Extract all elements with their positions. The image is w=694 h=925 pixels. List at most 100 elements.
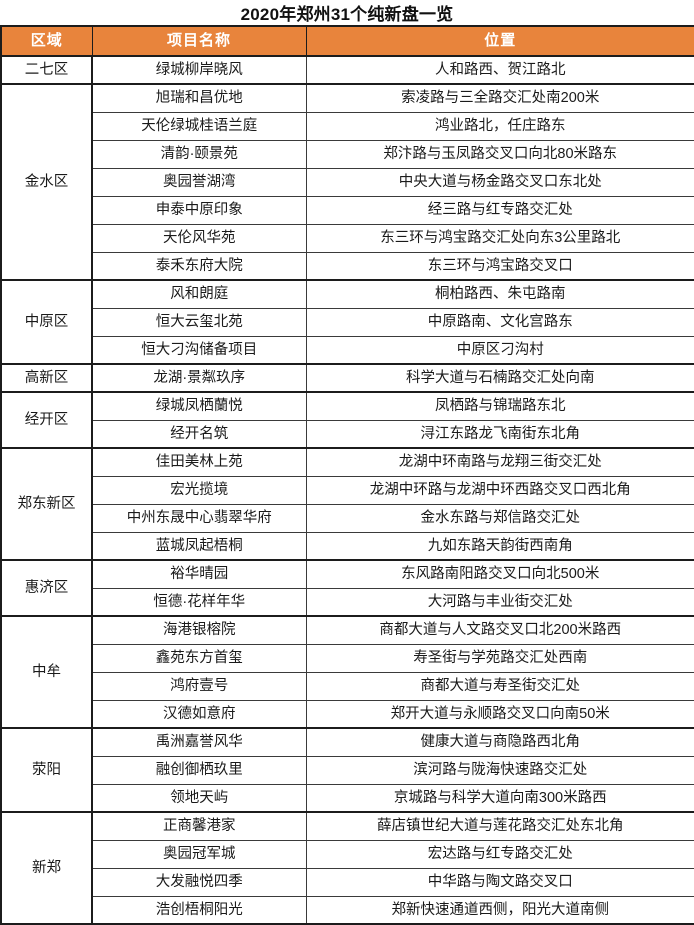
location-text: 金水东路与郑信路交汇处: [420, 510, 581, 526]
location-text: 东三环与鸿宝路交汇处向东3公里路北: [380, 230, 621, 246]
new-projects-table: 区域 项目名称 位置 二七区 绿城柳岸晓风 人和路西、贺江路北 金水区 旭瑞和昌优地 索凌…: [0, 25, 694, 925]
table-row: 浩创梧桐阳光 郑新快速通道西侧，阳光大道南侧: [1, 895, 694, 924]
project-cell: 经开名筑: [91, 419, 307, 449]
project-name: 海港银榕院: [163, 622, 236, 639]
location-cell: 健康大道与商隐路西北角: [305, 727, 694, 757]
project-cell: 旭瑞和昌优地: [91, 83, 307, 113]
location-cell: 京城路与科学大道向南300米路西: [305, 783, 694, 813]
project-name: 汉德如意府: [163, 705, 236, 722]
table-row: 大发融悦四季 中华路与陶文路交叉口: [1, 867, 694, 897]
table-row: 经开区 绿城凤栖蘭悦 凤栖路与锦瑞路东北: [0, 391, 694, 449]
location-text: 鸿业路北，任庄路东: [435, 118, 566, 134]
table-header-row: 区域 项目名称 位置: [0, 26, 694, 57]
location-cell: 浔江东路龙飞南街东北角: [305, 419, 694, 449]
project-name: 泰禾东府大院: [155, 257, 243, 274]
location-cell: 鸿业路北，任庄路东: [305, 111, 694, 141]
location-text: 郑开大道与永顺路交叉口向南50米: [390, 705, 610, 722]
project-name: 天伦风华苑: [163, 230, 236, 246]
project-name: 佳田美林上苑: [155, 454, 243, 471]
location-text: 滨河路与陇海快速路交汇处: [413, 762, 588, 778]
region-label: 中原区: [24, 314, 69, 330]
project-name: 旭瑞和昌优地: [155, 90, 243, 107]
project-cell: 融创御栖玖里: [91, 755, 307, 785]
table-row: 融创御栖玖里 滨河路与陇海快速路交汇处: [1, 755, 694, 785]
project-cell: 鸿府壹号: [91, 671, 307, 701]
location-cell: 人和路西、贺江路北: [305, 56, 694, 85]
table-row: 天伦风华苑 东三环与鸿宝路交汇处向东3公里路北: [1, 223, 694, 253]
project-cell: 禹洲嘉誉风华: [91, 727, 307, 757]
table-row: 申泰中原印象 经三路与红专路交汇处: [1, 195, 694, 225]
project-cell: 佳田美林上苑: [91, 447, 307, 477]
region-cell: 中原区: [0, 279, 93, 365]
region-label: 高新区: [24, 370, 69, 386]
project-cell: 宏光揽境: [91, 475, 307, 505]
location-cell: 索凌路与三全路交汇处南200米: [305, 83, 694, 113]
project-name: 蓝城凤起梧桐: [155, 537, 243, 554]
region-cell: 郑东新区: [0, 447, 93, 561]
project-name: 绿城凤栖蘭悦: [155, 398, 243, 415]
location-cell: 凤栖路与锦瑞路东北: [305, 391, 694, 421]
region-label: 郑东新区: [17, 496, 76, 512]
table-row: 恒大刁沟储备项目 中原区刁沟村: [1, 335, 694, 365]
region-cell: 高新区: [0, 363, 93, 393]
table-body: 二七区 绿城柳岸晓风 人和路西、贺江路北 金水区 旭瑞和昌优地 索凌路与三全路交汇处南20…: [0, 56, 694, 925]
location-cell: 郑开大道与永顺路交叉口向南50米: [305, 699, 694, 729]
location-text: 薛店镇世纪大道与莲花路交汇处东北角: [377, 818, 624, 835]
project-cell: 风和朗庭: [91, 279, 307, 309]
table-row: 宏光揽境 龙湖中环路与龙湖中环西路交叉口西北角: [1, 475, 694, 505]
location-cell: 龙湖中环南路与龙翔三街交汇处: [305, 447, 694, 477]
table-container: 区域 项目名称 位置 二七区 绿城柳岸晓风 人和路西、贺江路北 金水区 旭瑞和昌优地 索凌…: [0, 25, 694, 925]
project-cell: 正商馨港家: [91, 811, 307, 841]
location-text: 九如东路天韵街西南角: [427, 537, 573, 554]
project-name: 恒大刁沟储备项目: [141, 341, 258, 358]
location-cell: 九如东路天韵街西南角: [305, 531, 694, 561]
table-row: 蓝城凤起梧桐 九如东路天韵街西南角: [1, 531, 694, 561]
project-cell: 恒大刁沟储备项目: [91, 335, 307, 365]
location-text: 郑新快速通道西侧，阳光大道南侧: [391, 901, 610, 918]
table-row: 领地天屿 京城路与科学大道向南300米路西: [1, 783, 694, 813]
table-header: 区域 项目名称 位置: [0, 26, 694, 57]
project-name: 领地天屿: [170, 789, 229, 806]
location-text: 健康大道与商隐路西北角: [420, 734, 581, 751]
project-cell: 天伦风华苑: [91, 223, 307, 253]
location-cell: 郑汴路与玉凤路交叉口向北80米路东: [305, 139, 694, 169]
project-name: 风和朗庭: [170, 286, 229, 303]
table-row: 鸿府壹号 商都大道与寿圣街交汇处: [1, 671, 694, 701]
table-row: 金水区 旭瑞和昌优地 索凌路与三全路交汇处南200米: [0, 83, 694, 281]
location-cell: 中原区刁沟村: [305, 335, 694, 365]
location-cell: 商都大道与寿圣街交汇处: [305, 671, 694, 701]
location-text: 大河路与丰业街交汇处: [427, 593, 573, 610]
location-text: 龙湖中环南路与龙翔三街交汇处: [398, 454, 602, 471]
table-row: 奥园誉湖湾 中央大道与杨金路交叉口东北处: [1, 167, 694, 197]
project-name: 恒大云玺北苑: [155, 314, 243, 330]
region-cell: 经开区: [0, 391, 93, 449]
location-cell: 桐柏路西、朱屯路南: [305, 279, 694, 309]
project-name: 中州东晟中心翡翠华府: [126, 510, 272, 526]
location-text: 宏达路与红专路交汇处: [427, 846, 573, 862]
location-text: 浔江东路龙飞南街东北角: [420, 425, 581, 442]
location-cell: 科学大道与石楠路交汇处向南: [305, 363, 694, 393]
project-cell: 奥园冠军城: [91, 839, 307, 869]
project-cell: 鑫苑东方首玺: [91, 643, 307, 673]
table-row: 中州东晟中心翡翠华府 金水东路与郑信路交汇处: [1, 503, 694, 533]
table-row: 中牟 海港银榕院 商都大道与人文路交叉口北200米路西: [0, 615, 694, 729]
location-cell: 商都大道与人文路交叉口北200米路西: [305, 615, 694, 645]
project-name: 绿城柳岸晓风: [155, 62, 243, 78]
project-cell: 中州东晟中心翡翠华府: [91, 503, 307, 533]
project-name: 宏光揽境: [170, 482, 229, 498]
project-name: 禹洲嘉誉风华: [155, 734, 243, 751]
region-cell: 惠济区: [0, 559, 93, 617]
project-cell: 绿城凤栖蘭悦: [91, 391, 307, 421]
location-cell: 东风路南阳路交叉口向北500米: [305, 559, 694, 589]
location-cell: 东三环与鸿宝路交汇处向东3公里路北: [305, 223, 694, 253]
column-header-project: 项目名称: [91, 26, 307, 57]
location-text: 凤栖路与锦瑞路东北: [435, 398, 566, 415]
project-name: 奥园冠军城: [163, 846, 236, 862]
region-label: 惠济区: [24, 580, 69, 596]
title-bar: 2020年郑州31个纯新盘一览: [0, 0, 694, 25]
project-name: 天伦绿城桂语兰庭: [141, 118, 258, 134]
project-cell: 天伦绿城桂语兰庭: [91, 111, 307, 141]
location-cell: 龙湖中环路与龙湖中环西路交叉口西北角: [305, 475, 694, 505]
table-row: 鑫苑东方首玺 寿圣街与学苑路交汇处西南: [1, 643, 694, 673]
